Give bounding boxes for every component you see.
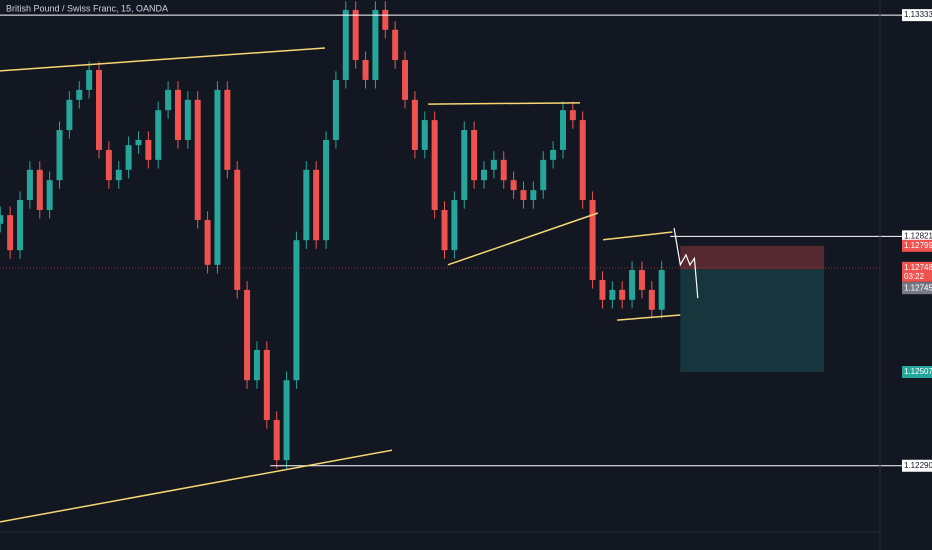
candle-body [76,89,83,100]
candle-body [36,169,43,210]
chart-title: British Pound / Swiss Franc, 15, OANDA [6,3,168,13]
candle-body [589,200,596,280]
candle-body [540,159,547,191]
level-label-box [902,230,932,243]
candle-body [244,289,251,381]
candle-body [86,69,93,90]
candle-body [0,215,4,224]
candle-body [7,215,14,251]
candle-body [490,159,497,170]
candle-body [481,169,487,181]
candle-body [323,139,330,241]
candle-body [263,349,270,420]
candle-body [96,69,102,150]
candle-body [421,120,428,150]
candle-body [352,9,359,61]
candle-body [184,99,191,140]
candle-body [402,60,409,100]
candle-body [579,120,586,201]
candle-body [165,89,172,111]
candle-body [17,200,24,251]
candle-body [342,9,349,80]
candle-body [392,29,399,61]
candle-body [293,240,300,381]
price-label-box [902,282,932,295]
candle-body [155,110,162,160]
candle-body [204,219,211,265]
candle-body [372,9,379,80]
candle-body [431,120,438,210]
candle-body [599,279,606,300]
price-label-box [902,261,932,282]
trendline [602,231,673,241]
candle-body [105,149,112,181]
candle-body [253,349,260,381]
axes: 1.13333 1.12821 1.12290 1.12799 1.1274803:22… [902,9,932,472]
trendline [0,449,393,523]
candle-body [569,110,576,121]
price-label: 1.12799 [904,241,932,250]
candle-body [66,99,73,131]
candle-body [411,99,418,150]
candle-body [461,130,468,201]
candle-body [451,200,458,251]
candle-body [214,89,221,265]
level-label: 1.12821 [904,231,932,240]
candle-body [224,89,231,170]
candle-body [145,139,152,160]
target-zone [680,269,825,372]
candle-body [510,180,517,191]
stop-zone [680,245,825,270]
candle-body [234,169,241,290]
candle-body [559,110,566,150]
candle-body [273,419,280,461]
candle-body [46,180,53,210]
candle-body [26,169,33,201]
candle-body [550,149,557,160]
candle-body [609,289,616,300]
level-label: 1.12290 [904,461,932,470]
level-label: 1.13333 [904,10,932,19]
candle-body [520,190,527,201]
trendline [428,102,580,105]
candle-body [530,190,537,201]
candle-body [629,270,636,300]
price-label: 1.12745 [904,283,932,292]
candle-body [638,270,645,290]
countdown-label: 03:22 [904,272,925,281]
candle-body [658,270,665,310]
price-label-box [902,365,932,378]
candle-body [441,209,448,251]
price-label: 1.12507 [904,367,932,376]
plot [0,1,902,523]
level-label-box [902,459,932,472]
candle-body [283,380,290,461]
candle-body [125,145,132,170]
candle-body [500,159,507,181]
candle-body [115,169,122,181]
candle-body [332,79,339,140]
candle-body [382,9,389,30]
candle-body [471,130,478,181]
candle-body [174,89,181,140]
candle-body [56,130,63,181]
candle-body [619,289,626,300]
price-label-box [902,239,932,252]
trendline [447,212,599,266]
candle-body [135,139,142,146]
level-label-box [902,9,932,22]
candle-body [362,60,369,80]
candle-body [313,169,320,241]
price-label: 1.12748 [904,263,932,272]
candle-body [648,289,655,310]
projection-path [673,228,699,299]
trendline [0,47,325,72]
candle-body [303,169,310,241]
trendline [617,314,681,321]
candle-body [194,99,201,220]
